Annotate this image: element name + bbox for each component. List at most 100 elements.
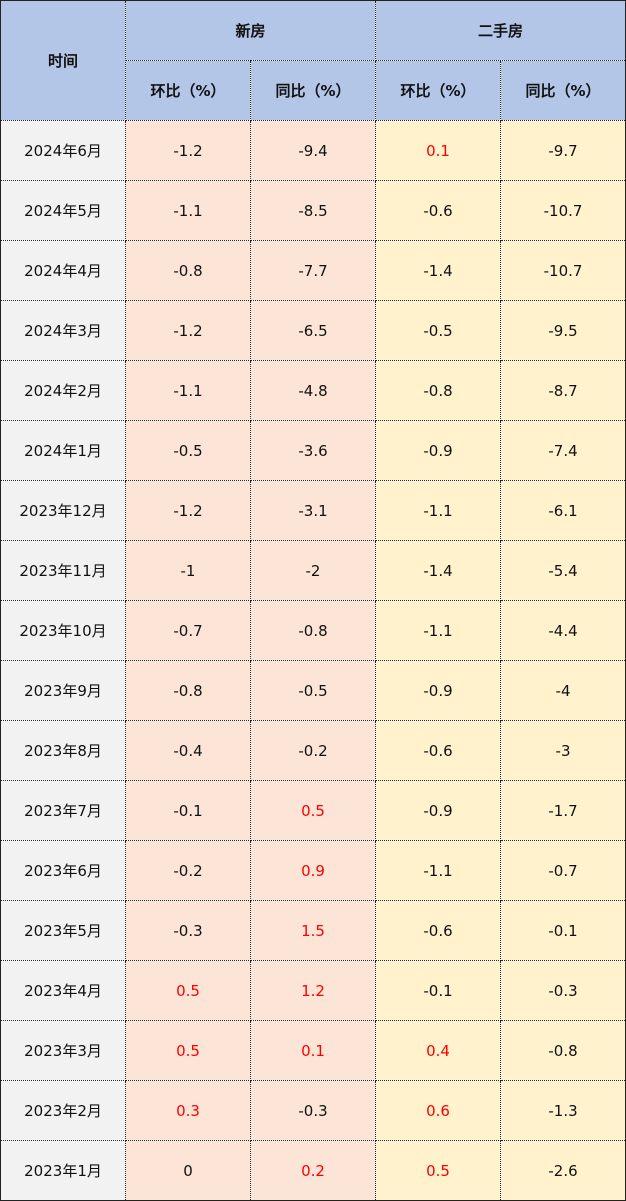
cell-month: 2023年6月 [0, 840, 126, 901]
header-resale-homes: 二手房 [375, 0, 626, 61]
cell-new-yoy: -4.8 [249, 360, 377, 421]
cell-resale-yoy: -4 [500, 660, 626, 721]
cell-resale-mom: -0.6 [375, 180, 502, 241]
cell-new-yoy: -3.6 [249, 420, 377, 481]
cell-month: 2023年8月 [0, 720, 126, 781]
cell-resale-mom: -0.8 [375, 360, 502, 421]
header-new-yoy: 同比（%） [249, 60, 377, 121]
cell-new-yoy: -0.3 [249, 1080, 377, 1141]
header-time: 时间 [0, 0, 126, 121]
cell-new-mom: -0.2 [125, 840, 251, 901]
cell-month: 2023年12月 [0, 480, 126, 541]
cell-month: 2024年4月 [0, 240, 126, 301]
cell-resale-mom: -1.1 [375, 480, 502, 541]
table-row: 2023年12月 -1.2 -3.1 -1.1 -6.1 [0, 480, 626, 541]
cell-resale-yoy: -0.1 [500, 900, 626, 961]
cell-new-mom: 0 [125, 1140, 251, 1201]
cell-new-yoy: -8.5 [249, 180, 377, 241]
cell-new-yoy: -6.5 [249, 300, 377, 361]
header-new-mom: 环比（%） [125, 60, 251, 121]
table-row: 2024年2月 -1.1 -4.8 -0.8 -8.7 [0, 360, 626, 421]
cell-month: 2023年9月 [0, 660, 126, 721]
cell-new-mom: -1.2 [125, 120, 251, 181]
cell-resale-mom: -0.9 [375, 420, 502, 481]
cell-resale-yoy: -2.6 [500, 1140, 626, 1201]
cell-new-mom: -0.7 [125, 600, 251, 661]
table-row: 2023年3月 0.5 0.1 0.4 -0.8 [0, 1020, 626, 1081]
cell-new-yoy: 0.5 [249, 780, 377, 841]
cell-resale-yoy: -0.3 [500, 960, 626, 1021]
cell-resale-mom: -0.5 [375, 300, 502, 361]
table-row: 2023年7月 -0.1 0.5 -0.9 -1.7 [0, 780, 626, 841]
table-row: 2024年3月 -1.2 -6.5 -0.5 -9.5 [0, 300, 626, 361]
header-new-homes: 新房 [124, 0, 377, 61]
cell-new-yoy: -7.7 [249, 240, 377, 301]
cell-resale-mom: -1.4 [375, 540, 502, 601]
table-row: 2023年2月 0.3 -0.3 0.6 -1.3 [0, 1080, 626, 1141]
cell-new-mom: 0.5 [125, 1020, 251, 1081]
cell-new-yoy: 0.2 [249, 1140, 377, 1201]
table-row: 2023年9月 -0.8 -0.5 -0.9 -4 [0, 660, 626, 721]
cell-new-mom: 0.3 [125, 1080, 251, 1141]
cell-month: 2024年6月 [0, 120, 126, 181]
cell-new-yoy: -0.8 [249, 600, 377, 661]
cell-resale-mom: -0.1 [375, 960, 502, 1021]
cell-resale-yoy: -1.7 [500, 780, 626, 841]
cell-resale-mom: -0.6 [375, 720, 502, 781]
cell-new-yoy: 1.5 [249, 900, 377, 961]
cell-resale-mom: 0.6 [375, 1080, 502, 1141]
cell-month: 2023年10月 [0, 600, 126, 661]
cell-resale-mom: -0.9 [375, 660, 502, 721]
cell-resale-yoy: -0.8 [500, 1020, 626, 1081]
cell-new-mom: -0.1 [125, 780, 251, 841]
header-resale-yoy: 同比（%） [500, 60, 626, 121]
table-body: 2024年6月 -1.2 -9.4 0.1 -9.7 2024年5月 -1.1 -8.5 -0.… [0, 120, 626, 1201]
cell-resale-yoy: -1.3 [500, 1080, 626, 1141]
cell-resale-yoy: -10.7 [500, 240, 626, 301]
cell-resale-mom: 0.1 [375, 120, 502, 181]
table-row: 2023年11月 -1 -2 -1.4 -5.4 [0, 540, 626, 601]
table-row: 2023年8月 -0.4 -0.2 -0.6 -3 [0, 720, 626, 781]
cell-resale-yoy: -0.7 [500, 840, 626, 901]
cell-resale-yoy: -4.4 [500, 600, 626, 661]
cell-new-yoy: -9.4 [249, 120, 377, 181]
cell-resale-yoy: -7.4 [500, 420, 626, 481]
table-row: 2024年5月 -1.1 -8.5 -0.6 -10.7 [0, 180, 626, 241]
table-row: 2023年5月 -0.3 1.5 -0.6 -0.1 [0, 900, 626, 961]
cell-new-yoy: 1.2 [249, 960, 377, 1021]
cell-month: 2023年4月 [0, 960, 126, 1021]
cell-month: 2024年3月 [0, 300, 126, 361]
cell-resale-yoy: -5.4 [500, 540, 626, 601]
cell-new-mom: -1.1 [125, 180, 251, 241]
cell-month: 2024年2月 [0, 360, 126, 421]
table-row: 2024年6月 -1.2 -9.4 0.1 -9.7 [0, 120, 626, 181]
cell-new-mom: -1.1 [125, 360, 251, 421]
cell-month: 2023年11月 [0, 540, 126, 601]
table-row: 2023年6月 -0.2 0.9 -1.1 -0.7 [0, 840, 626, 901]
header-resale-mom: 环比（%） [375, 60, 502, 121]
cell-resale-mom: -1.4 [375, 240, 502, 301]
cell-resale-mom: -1.1 [375, 840, 502, 901]
cell-new-mom: 0.5 [125, 960, 251, 1021]
cell-new-mom: -0.3 [125, 900, 251, 961]
table-row: 2023年4月 0.5 1.2 -0.1 -0.3 [0, 960, 626, 1021]
cell-month: 2024年1月 [0, 420, 126, 481]
cell-month: 2023年2月 [0, 1080, 126, 1141]
cell-new-mom: -0.8 [125, 660, 251, 721]
cell-month: 2023年3月 [0, 1020, 126, 1081]
cell-resale-mom: -1.1 [375, 600, 502, 661]
cell-resale-mom: -0.6 [375, 900, 502, 961]
cell-resale-yoy: -8.7 [500, 360, 626, 421]
cell-resale-yoy: -9.5 [500, 300, 626, 361]
table-header: 时间 新房 二手房 环比（%） 同比（%） 环比（%） 同比（%） [0, 0, 626, 121]
table-row: 2023年1月 0 0.2 0.5 -2.6 [0, 1140, 626, 1201]
cell-resale-mom: 0.4 [375, 1020, 502, 1081]
cell-resale-yoy: -6.1 [500, 480, 626, 541]
cell-new-mom: -1.2 [125, 480, 251, 541]
cell-resale-mom: 0.5 [375, 1140, 502, 1201]
cell-resale-yoy: -10.7 [500, 180, 626, 241]
table-row: 2023年10月 -0.7 -0.8 -1.1 -4.4 [0, 600, 626, 661]
cell-resale-yoy: -3 [500, 720, 626, 781]
cell-new-yoy: 0.9 [249, 840, 377, 901]
